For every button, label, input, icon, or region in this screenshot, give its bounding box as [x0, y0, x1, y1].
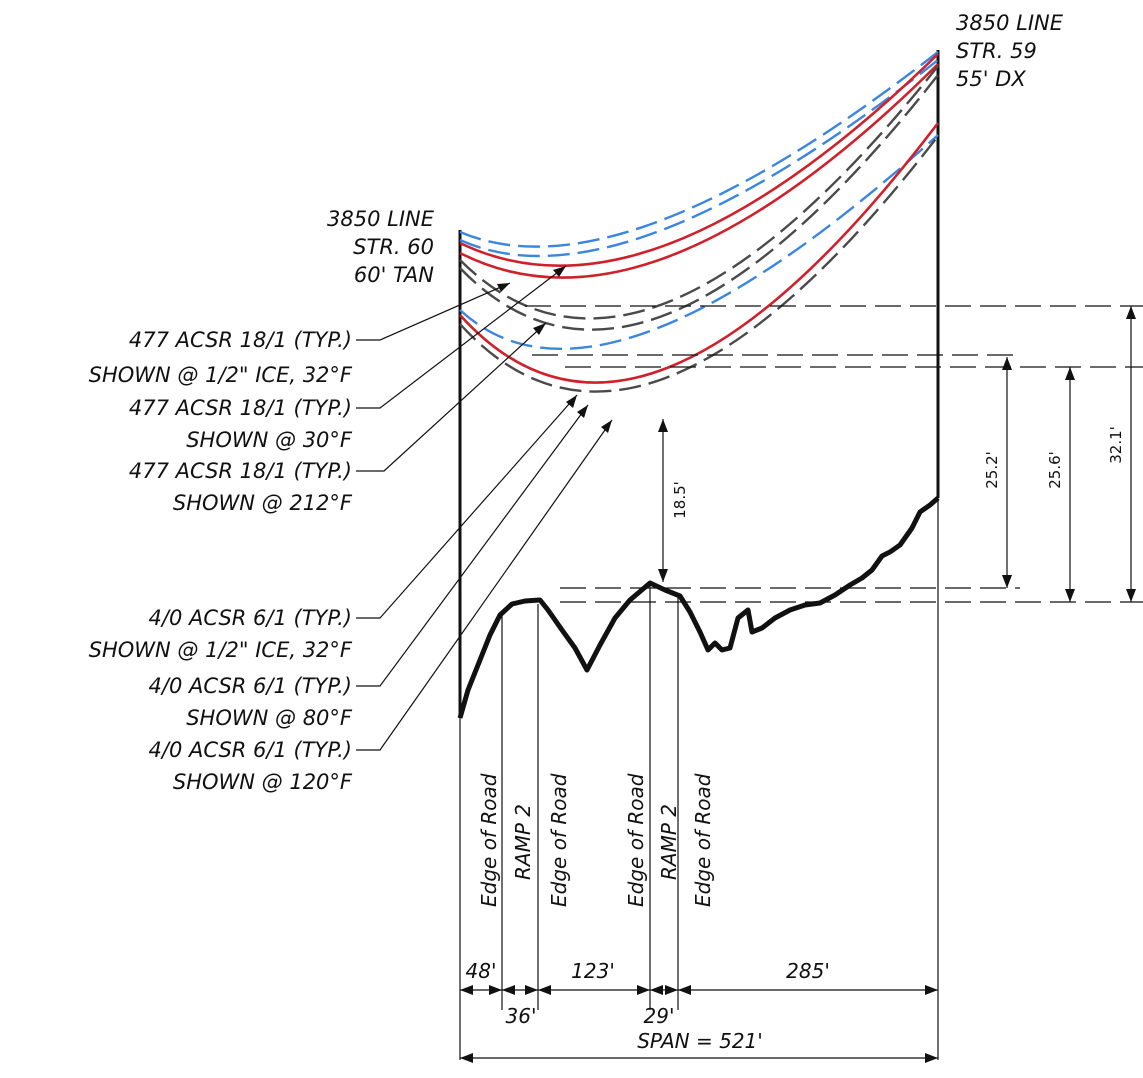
- callout-477-212f: 477 ACSR 18/1 (TYP.) SHOWN @ 212°F: [129, 322, 547, 515]
- svg-text:SHOWN @ 120°F: SHOWN @ 120°F: [173, 770, 353, 794]
- conductor-4-0-80f: [459, 122, 940, 384]
- clearance-32-1: 32.1': [1107, 306, 1136, 602]
- clearance-25-2: 25.2': [983, 357, 1012, 588]
- conductor-4-0-120f: [459, 135, 939, 393]
- callout-4-0-ice: 4/0 ACSR 6/1 (TYP.) SHOWN @ 1/2" ICE, 32…: [89, 394, 578, 662]
- svg-text:SHOWN @ 30°F: SHOWN @ 30°F: [186, 428, 353, 452]
- svg-text:4/0 ACSR 6/1 (TYP.): 4/0 ACSR 6/1 (TYP.): [149, 674, 352, 698]
- structure-label-str-60: 3850 LINE STR. 60 60' TAN: [327, 207, 435, 287]
- str60-type: 60' TAN: [354, 263, 434, 287]
- segment-285: 285': [786, 959, 830, 983]
- svg-text:SHOWN @ 212°F: SHOWN @ 212°F: [173, 491, 353, 515]
- callout-477-30f: 477 ACSR 18/1 (TYP.) SHOWN @ 30°F: [129, 265, 567, 452]
- callout-4-0-80f: 4/0 ACSR 6/1 (TYP.) SHOWN @ 80°F: [149, 404, 589, 730]
- road-label-ramp-2: RAMP 2: [657, 804, 681, 880]
- road-label-edge-1: Edge of Road: [477, 773, 501, 907]
- clearance-25-6-text: 25.6': [1046, 451, 1064, 489]
- conductor-477-212f: [459, 65, 939, 320]
- conductor-477-30f-2: [459, 63, 939, 279]
- segment-36: 36': [506, 1004, 537, 1028]
- segment-48: 48': [466, 959, 497, 983]
- road-label-ramp-1: RAMP 2: [511, 804, 535, 880]
- str60-number: STR. 60: [353, 235, 434, 259]
- svg-text:477 ACSR 18/1 (TYP.): 477 ACSR 18/1 (TYP.): [129, 328, 352, 352]
- span-dimension: [460, 1053, 938, 1063]
- road-label-edge-2: Edge of Road: [547, 773, 571, 907]
- conductor-477-ice-2: [459, 59, 939, 258]
- str59-type: 55' DX: [956, 67, 1026, 91]
- structure-label-str-59: 3850 LINE STR. 59 55' DX: [956, 11, 1064, 91]
- span-total: SPAN = 521': [637, 1029, 763, 1053]
- svg-text:4/0 ACSR 6/1 (TYP.): 4/0 ACSR 6/1 (TYP.): [149, 606, 352, 630]
- callout-4-0-120f: 4/0 ACSR 6/1 (TYP.) SHOWN @ 120°F: [149, 419, 613, 794]
- ground-profile: [457, 496, 940, 719]
- segment-29: 29': [644, 1004, 675, 1028]
- conductor-477-ice: [459, 51, 939, 248]
- conductor-477-212f-2: [459, 74, 939, 331]
- callout-477-ice: 477 ACSR 18/1 (TYP.) SHOWN @ 1/2" ICE, 3…: [89, 282, 511, 387]
- str59-line: 3850 LINE: [956, 11, 1064, 35]
- segment-123: 123': [571, 959, 615, 983]
- clearance-25-6: 25.6': [1046, 367, 1075, 602]
- conductor-477-30f: [459, 53, 939, 267]
- road-label-edge-4: Edge of Road: [691, 773, 715, 907]
- str59-number: STR. 59: [956, 39, 1037, 63]
- svg-text:477 ACSR 18/1 (TYP.): 477 ACSR 18/1 (TYP.): [129, 459, 352, 483]
- clearance-32-1-text: 32.1': [1107, 426, 1125, 464]
- clearance-18-5: 18.5': [658, 419, 689, 582]
- conductor-4-0-ice: [459, 134, 939, 350]
- svg-text:SHOWN @ 80°F: SHOWN @ 80°F: [186, 706, 353, 730]
- svg-text:SHOWN @ 1/2" ICE, 32°F: SHOWN @ 1/2" ICE, 32°F: [89, 363, 353, 387]
- road-label-edge-3: Edge of Road: [624, 773, 648, 907]
- segment-dimension: [460, 985, 938, 995]
- clearance-25-2-text: 25.2': [983, 451, 1001, 489]
- svg-text:477 ACSR 18/1 (TYP.): 477 ACSR 18/1 (TYP.): [129, 396, 352, 420]
- svg-text:4/0 ACSR 6/1 (TYP.): 4/0 ACSR 6/1 (TYP.): [149, 738, 352, 762]
- clearance-18-5-text: 18.5': [671, 481, 689, 519]
- svg-text:SHOWN @ 1/2" ICE, 32°F: SHOWN @ 1/2" ICE, 32°F: [89, 638, 353, 662]
- str60-line: 3850 LINE: [327, 207, 435, 231]
